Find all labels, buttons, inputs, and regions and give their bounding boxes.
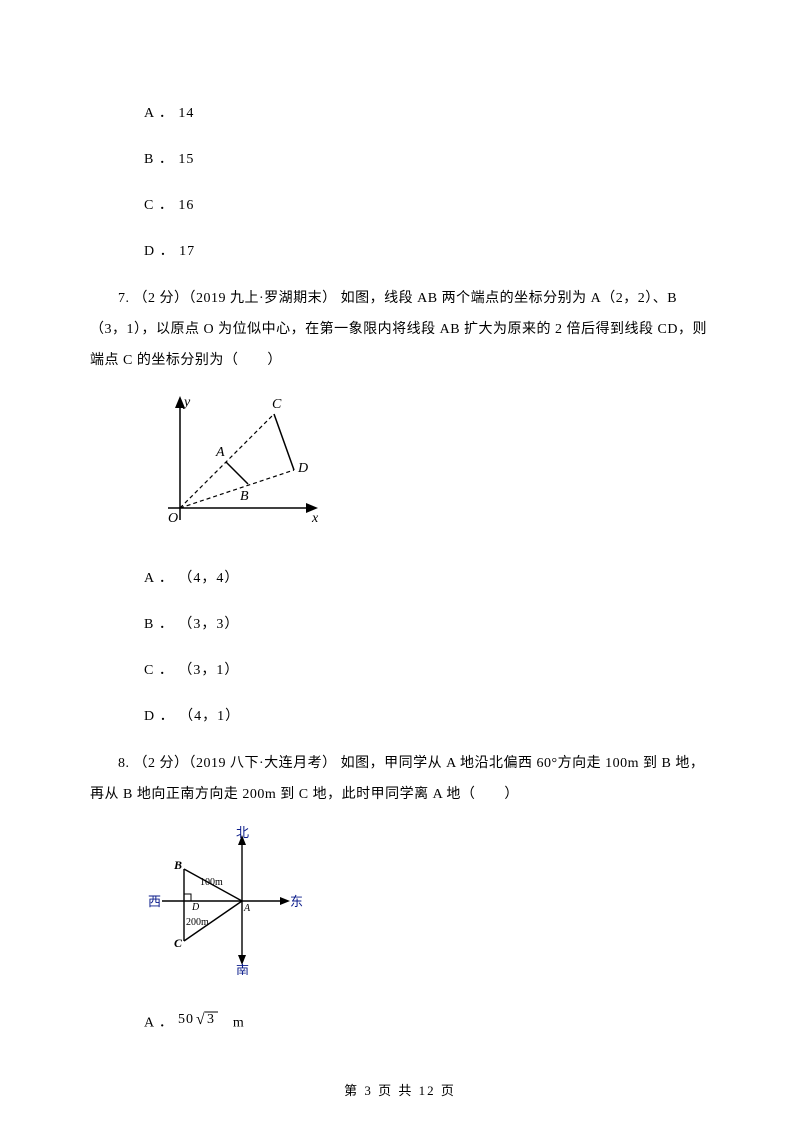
q6-option-a: A ． 14 xyxy=(144,100,710,128)
q7-figure: y x O A B C D xyxy=(144,390,710,543)
svg-text:√: √ xyxy=(196,1011,206,1028)
q7-option-a: A ． （4，4） xyxy=(144,565,710,593)
footer-suffix: 页 xyxy=(436,1083,456,1098)
svg-text:A: A xyxy=(243,903,251,914)
q8-option-a-prefix: A ． xyxy=(144,1016,178,1031)
q8-option-a-unit: m xyxy=(228,1016,244,1031)
svg-text:100m: 100m xyxy=(200,877,223,888)
svg-text:B: B xyxy=(240,489,249,504)
q6-option-d: D ． 17 xyxy=(144,238,710,266)
footer-page: 3 xyxy=(364,1083,373,1098)
svg-text:50: 50 xyxy=(178,1012,194,1027)
svg-text:D: D xyxy=(191,902,200,913)
svg-text:北: 北 xyxy=(236,825,249,840)
svg-text:C: C xyxy=(272,397,282,412)
svg-text:南: 南 xyxy=(236,963,249,975)
q6-option-b: B ． 15 xyxy=(144,146,710,174)
svg-text:D: D xyxy=(297,461,308,476)
footer-prefix: 第 xyxy=(344,1083,364,1098)
q7-option-d: D ． （4，1） xyxy=(144,703,710,731)
page-footer: 第 3 页 共 12 页 xyxy=(0,1078,800,1104)
svg-text:O: O xyxy=(168,511,178,526)
q8-text: 8. （2 分）（2019 八下·大连月考） 如图，甲同学从 A 地沿北偏西 6… xyxy=(90,749,710,811)
svg-text:y: y xyxy=(182,395,191,410)
svg-text:东: 东 xyxy=(290,894,303,909)
svg-text:西: 西 xyxy=(148,894,161,909)
q8-option-a: A ． 50√3 m xyxy=(144,1008,710,1039)
q7-text: 7. （2 分）（2019 九上·罗湖期末） 如图，线段 AB 两个端点的坐标分… xyxy=(90,284,710,376)
footer-total: 12 xyxy=(419,1083,436,1098)
svg-text:A: A xyxy=(215,445,225,460)
svg-text:3: 3 xyxy=(207,1012,215,1027)
q6-option-c: C ． 16 xyxy=(144,192,710,220)
q7-option-c: C ． （3，1） xyxy=(144,657,710,685)
svg-text:B: B xyxy=(173,858,182,872)
q8-figure: B C A D 100m 200m 北 南 东 西 xyxy=(144,825,710,986)
svg-text:C: C xyxy=(174,936,183,950)
sqrt-expr: 50√3 xyxy=(178,1008,224,1039)
footer-mid: 页 共 xyxy=(373,1083,419,1098)
q7-option-b: B ． （3，3） xyxy=(144,611,710,639)
svg-text:200m: 200m xyxy=(186,917,209,928)
svg-text:x: x xyxy=(311,511,319,526)
